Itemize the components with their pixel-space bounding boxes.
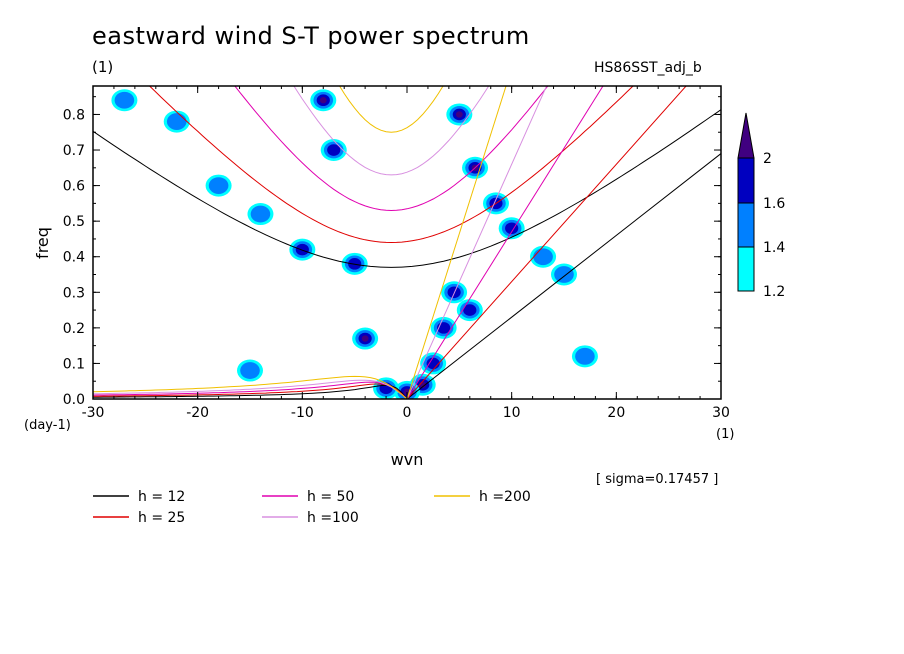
x-tick-label-4: 10 — [503, 405, 521, 421]
x-tick-label-6: 30 — [712, 405, 730, 421]
heat-blob-23-level-1 — [240, 362, 260, 379]
gravity-curve-h25 — [148, 86, 634, 244]
colorbar-label-0: 1.2 — [763, 284, 785, 300]
x-unit-label: (1) — [716, 427, 734, 442]
kelvin-curve-h100 — [406, 86, 548, 399]
x-tick-label-2: -10 — [291, 405, 314, 421]
rossby-curve-h12 — [93, 384, 408, 399]
colorbar-arrow — [737, 112, 755, 159]
x-tick-label-5: 20 — [607, 405, 625, 421]
y-tick-label-6: 0.6 — [63, 179, 85, 195]
colorbar-segment-1 — [737, 202, 755, 248]
gravity-curve-h12 — [93, 109, 721, 268]
heat-blob-19-level-1 — [114, 91, 135, 109]
heat-blob-1-level-3 — [455, 111, 463, 118]
colorbar-segment-2 — [737, 157, 755, 204]
rossby-curve-h100 — [93, 379, 408, 399]
subtitle-left: (1) — [92, 58, 114, 76]
kelvin-curve-h12 — [406, 153, 721, 399]
kelvin-curve-h50 — [406, 86, 604, 399]
heat-blob-20-level-1 — [554, 266, 574, 283]
heat-blob-3-level-2 — [505, 222, 519, 235]
x-tick-label-1: -20 — [186, 405, 209, 421]
heat-blob-15-level-2 — [295, 243, 309, 256]
y-tick-label-3: 0.3 — [63, 285, 85, 301]
gravity-curve-h200 — [338, 86, 444, 133]
colorbar-segment-0 — [737, 246, 755, 292]
y-axis-label: freq — [33, 227, 52, 259]
y-tick-label-2: 0.2 — [63, 321, 85, 337]
heat-blob-21-level-1 — [533, 248, 553, 266]
y-tick-label-0: 0.0 — [63, 392, 85, 408]
legend-label-3: h =100 — [307, 510, 359, 526]
rossby-curve-h25 — [93, 383, 408, 399]
heat-blob-12-level-3 — [319, 97, 327, 104]
sigma-label: [ sigma=0.17457 ] — [596, 472, 718, 487]
y-tick-label-8: 0.8 — [63, 107, 85, 123]
colorbar-label-2: 1.6 — [763, 196, 785, 212]
subtitle-right: HS86SST_adj_b — [594, 60, 702, 76]
legend-label-4: h =200 — [479, 489, 531, 505]
y-unit-label: (day-1) — [24, 418, 71, 433]
y-tick-label-5: 0.5 — [63, 214, 85, 230]
kelvin-curve-h200 — [406, 86, 507, 399]
y-tick-label-1: 0.1 — [63, 356, 85, 372]
x-tick-label-0: -30 — [82, 405, 105, 421]
legend-label-2: h = 50 — [307, 489, 354, 505]
plot-frame — [92, 85, 722, 400]
y-tick-label-7: 0.7 — [63, 143, 85, 159]
kelvin-curve-h25 — [406, 86, 687, 399]
legend-label-0: h = 12 — [138, 489, 185, 505]
colorbar-label-3: 2 — [763, 151, 772, 167]
heat-blob-18-level-1 — [166, 113, 187, 130]
heat-blob-17-level-1 — [208, 177, 229, 194]
rossby-curve-h50 — [93, 381, 408, 399]
heat-blob-11-level-3 — [361, 335, 369, 342]
gravity-curve-h100 — [293, 86, 490, 176]
rossby-curve-h200 — [93, 375, 408, 399]
heat-blob-22-level-1 — [575, 347, 595, 365]
gravity-curve-h50 — [234, 86, 549, 212]
heat-blob-13-level-2 — [327, 144, 341, 156]
heat-blob-16-level-1 — [250, 205, 271, 223]
x-tick-label-3: 0 — [403, 405, 412, 421]
chart-title: eastward wind S-T power spectrum — [92, 22, 530, 50]
colorbar-label-1: 1.4 — [763, 240, 785, 256]
heat-blob-7-level-2 — [426, 357, 440, 370]
y-tick-label-4: 0.4 — [63, 250, 85, 266]
heat-blob-6-level-2 — [463, 304, 477, 316]
legend-label-1: h = 25 — [138, 510, 185, 526]
x-axis-label: wvn — [391, 450, 424, 469]
